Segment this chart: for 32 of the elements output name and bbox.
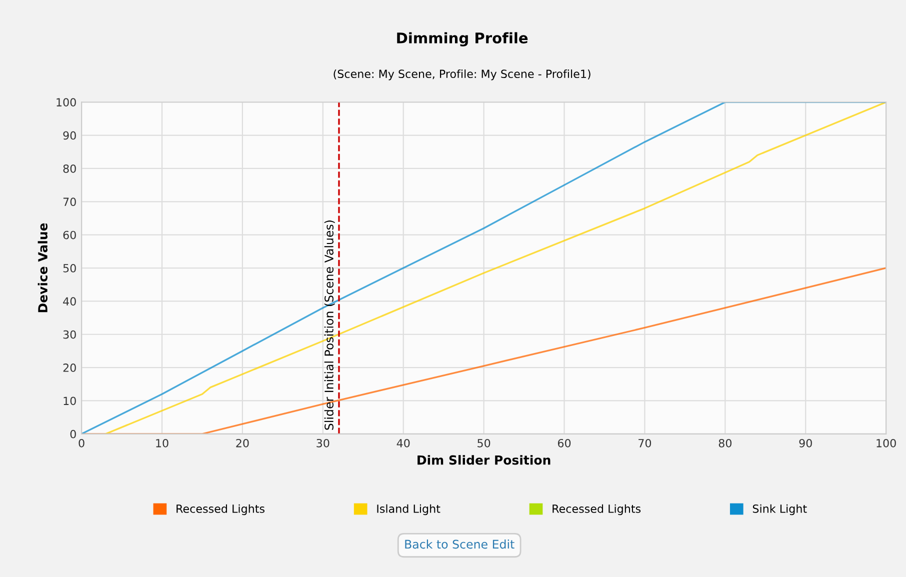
x-axis-title: Dim Slider Position [418, 455, 550, 465]
x-tick-label: 50 [478, 438, 490, 448]
y-tick-label: 90 [63, 131, 76, 140]
x-tick-label: 10 [156, 438, 168, 448]
y-tick-label: 40 [63, 297, 76, 306]
chart-title: Dimming Profile [397, 32, 528, 46]
x-tick-label: 0 [78, 438, 84, 448]
x-tick-label: 70 [638, 438, 652, 448]
y-tick-label: 0 [70, 430, 76, 438]
ref-line-label: Slider Initial Position (Scene Values) [324, 220, 335, 430]
x-tick-label: 20 [236, 438, 249, 448]
x-tick-label: 40 [396, 438, 410, 448]
x-tick-label: 90 [799, 438, 812, 448]
text: Back to Scene Edit [405, 540, 514, 549]
x-tick-label: 30 [316, 438, 330, 448]
y-tick-label: 30 [63, 330, 76, 339]
y-axis-title: Device Value [38, 223, 48, 312]
legend-label: Island Light [377, 504, 440, 516]
y-tick-label: 50 [63, 264, 76, 272]
y-tick-label: 60 [63, 230, 76, 240]
y-tick-label: 100 [56, 98, 76, 107]
legend-label: Sink Light [752, 504, 807, 516]
y-tick-label: 70 [63, 198, 76, 206]
legend-label: Recessed Lights [552, 504, 641, 516]
x-tick-label: 100 [876, 438, 896, 448]
chart-subtitle: (Scene: My Scene, Profile: My Scene - Profile1) [334, 69, 590, 80]
y-tick-label: 20 [63, 364, 76, 372]
legend-label: Recessed Lights [176, 504, 264, 516]
x-tick-label: 80 [718, 438, 732, 448]
y-tick-label: 10 [64, 396, 76, 406]
y-tick-label: 80 [63, 164, 76, 173]
x-tick-label: 60 [558, 438, 571, 448]
